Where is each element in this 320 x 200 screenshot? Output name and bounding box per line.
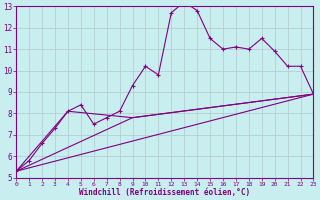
X-axis label: Windchill (Refroidissement éolien,°C): Windchill (Refroidissement éolien,°C) [79,188,250,197]
